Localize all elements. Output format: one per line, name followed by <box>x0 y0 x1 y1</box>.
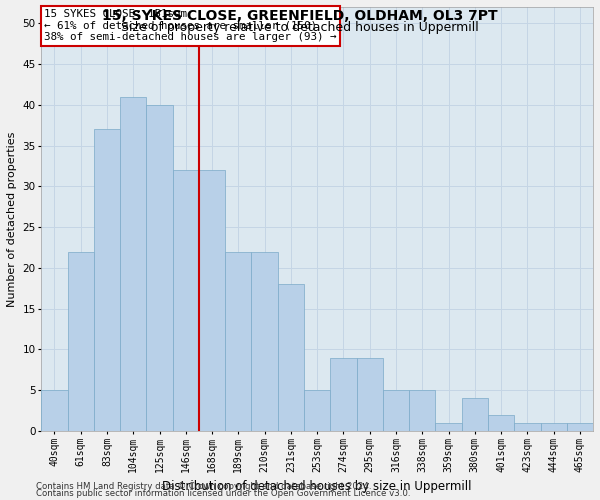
Text: Contains public sector information licensed under the Open Government Licence v3: Contains public sector information licen… <box>36 490 410 498</box>
Bar <box>225 252 251 431</box>
Bar <box>173 170 199 431</box>
Bar <box>356 358 383 431</box>
Bar <box>41 390 68 431</box>
X-axis label: Distribution of detached houses by size in Uppermill: Distribution of detached houses by size … <box>163 480 472 493</box>
Bar <box>199 170 225 431</box>
Bar <box>68 252 94 431</box>
Text: Contains HM Land Registry data © Crown copyright and database right 2024.: Contains HM Land Registry data © Crown c… <box>36 482 371 491</box>
Y-axis label: Number of detached properties: Number of detached properties <box>7 131 17 306</box>
Bar <box>304 390 331 431</box>
Bar <box>383 390 409 431</box>
Bar <box>278 284 304 431</box>
Bar <box>436 423 461 431</box>
Bar <box>461 398 488 431</box>
Text: Size of property relative to detached houses in Uppermill: Size of property relative to detached ho… <box>121 21 479 34</box>
Bar <box>120 96 146 431</box>
Bar <box>94 129 120 431</box>
Bar <box>567 423 593 431</box>
Bar <box>409 390 436 431</box>
Bar <box>331 358 356 431</box>
Bar <box>541 423 567 431</box>
Text: 15 SYKES CLOSE: 151sqm
← 61% of detached houses are smaller (150)
38% of semi-de: 15 SYKES CLOSE: 151sqm ← 61% of detached… <box>44 9 337 42</box>
Bar <box>488 414 514 431</box>
Bar <box>251 252 278 431</box>
Bar <box>514 423 541 431</box>
Text: 15, SYKES CLOSE, GREENFIELD, OLDHAM, OL3 7PT: 15, SYKES CLOSE, GREENFIELD, OLDHAM, OL3… <box>102 9 498 23</box>
Bar <box>146 105 173 431</box>
